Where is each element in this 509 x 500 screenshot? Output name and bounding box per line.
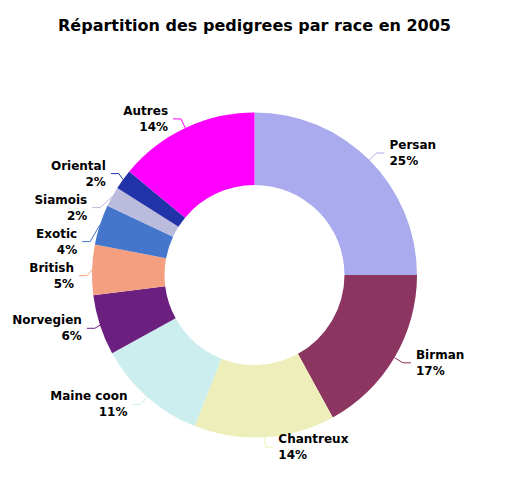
svg-text:Oriental: Oriental — [51, 159, 106, 173]
svg-text:Autres: Autres — [123, 104, 168, 118]
svg-text:2%: 2% — [67, 209, 87, 223]
svg-text:5%: 5% — [54, 277, 74, 291]
svg-text:14%: 14% — [139, 120, 168, 134]
svg-text:Répartition des pedigrees par: Répartition des pedigrees par race en 20… — [58, 16, 451, 35]
svg-text:Persan: Persan — [389, 138, 436, 152]
svg-text:Birman: Birman — [416, 348, 464, 362]
svg-text:4%: 4% — [57, 243, 77, 257]
svg-text:Chantreux: Chantreux — [278, 432, 348, 446]
svg-text:Siamois: Siamois — [34, 193, 87, 207]
svg-text:Exotic: Exotic — [36, 227, 77, 241]
svg-text:British: British — [29, 261, 74, 275]
svg-text:Norvegien: Norvegien — [12, 313, 82, 327]
svg-text:2%: 2% — [85, 175, 105, 189]
svg-text:17%: 17% — [416, 364, 445, 378]
svg-text:25%: 25% — [389, 154, 418, 168]
svg-text:Maine coon: Maine coon — [50, 389, 127, 403]
svg-text:11%: 11% — [99, 405, 128, 419]
svg-text:14%: 14% — [278, 448, 307, 462]
svg-text:6%: 6% — [61, 329, 81, 343]
